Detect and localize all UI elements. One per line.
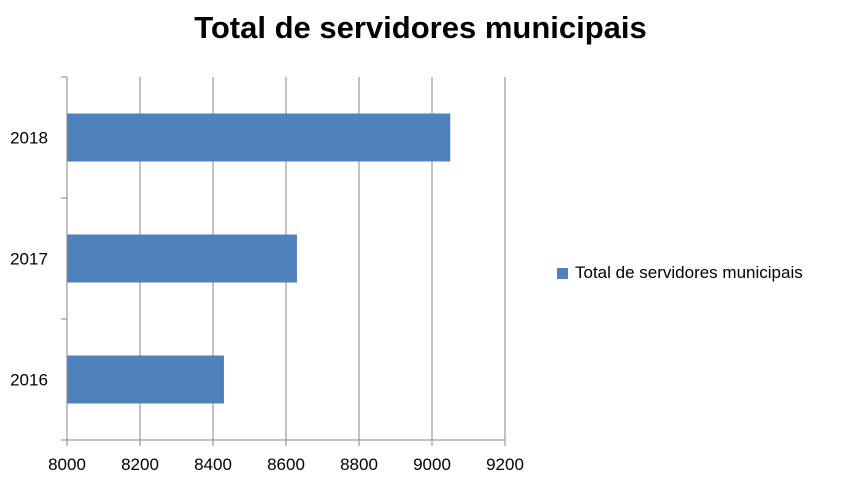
x-tick-label: 9200 (486, 455, 524, 474)
x-tick-label: 8600 (267, 455, 305, 474)
y-tick-label: 2016 (10, 371, 48, 390)
bar (67, 113, 451, 162)
y-tick-label: 2018 (10, 129, 48, 148)
chart-title: Total de servidores municipais (194, 10, 647, 45)
bars (67, 113, 451, 404)
legend-swatch (557, 267, 568, 279)
x-tick-label: 8000 (48, 455, 86, 474)
x-tick-label: 8200 (121, 455, 159, 474)
x-tick-label: 9000 (413, 455, 451, 474)
bar (67, 234, 297, 283)
x-tick-label: 8400 (194, 455, 232, 474)
x-tick-label: 8800 (340, 455, 378, 474)
legend-label: Total de servidores municipais (575, 263, 803, 282)
y-tick-label: 2017 (10, 250, 48, 269)
axes (61, 76, 506, 446)
bar (67, 355, 224, 404)
legend: Total de servidores municipais (557, 263, 803, 283)
tick-labels: 8000 8200 8400 8600 8800 9000 9200 2016 2017 2018 (10, 129, 524, 475)
